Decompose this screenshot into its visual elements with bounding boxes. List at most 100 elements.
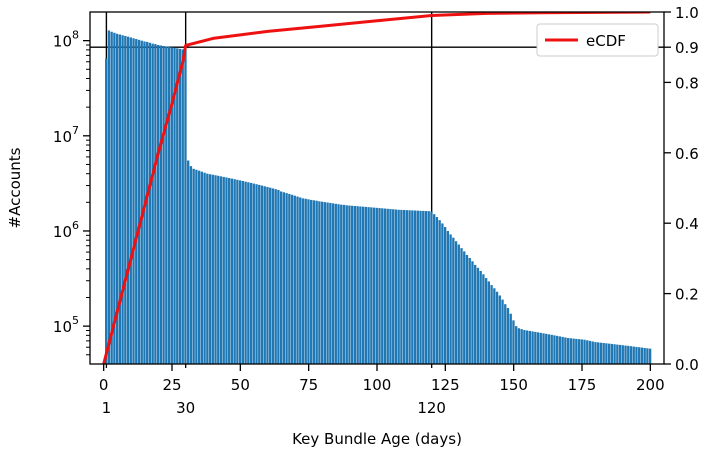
histogram-bar — [504, 304, 507, 364]
histogram-bar — [154, 44, 157, 364]
histogram-bar — [184, 49, 187, 364]
x-extra-tick-label: 120 — [417, 399, 446, 417]
histogram-bar — [364, 206, 368, 364]
histogram-bar — [517, 328, 521, 364]
histogram-bar — [219, 176, 223, 364]
histogram-bar — [277, 189, 280, 364]
histogram-bar — [301, 198, 305, 364]
x-tick-label: 0 — [99, 376, 109, 394]
histogram-bar — [356, 206, 359, 364]
histogram-bar — [597, 342, 600, 364]
histogram-bar — [105, 58, 108, 364]
histogram-bar — [422, 210, 425, 364]
histogram-bar — [618, 344, 622, 364]
histogram-bar — [274, 189, 277, 364]
histogram-bar — [345, 205, 348, 364]
histogram-bar — [249, 182, 253, 364]
histogram-bar — [490, 285, 493, 364]
histogram-bar — [299, 197, 302, 364]
histogram-bar — [353, 205, 357, 364]
histogram-bar — [318, 201, 321, 364]
histogram-bar — [515, 326, 518, 364]
histogram-bar — [550, 334, 553, 364]
histogram-bar — [408, 210, 411, 364]
histogram-bar — [580, 339, 583, 364]
histogram-bar — [624, 345, 627, 364]
histogram-bar — [386, 208, 389, 364]
histogram-bar — [375, 207, 378, 364]
histogram-bar — [648, 348, 652, 364]
histogram-bar — [520, 329, 523, 364]
histogram-bar — [468, 258, 471, 364]
histogram-bar — [165, 46, 168, 364]
histogram-bar — [402, 210, 406, 364]
histogram-bar — [156, 45, 160, 364]
histogram-bar — [430, 211, 433, 364]
histogram-bar — [487, 281, 491, 364]
histogram-bar — [337, 204, 340, 364]
histogram-bar — [118, 34, 122, 364]
histogram-bar — [217, 175, 220, 364]
histogram-bar — [583, 339, 586, 364]
histogram-bar — [115, 33, 119, 364]
x-extra-tick-label: 1 — [102, 399, 112, 417]
histogram-bar — [230, 178, 234, 364]
histogram-bar — [528, 330, 532, 364]
histogram-bar — [427, 211, 430, 364]
histogram-bar — [457, 244, 460, 364]
histogram-bar — [523, 330, 526, 364]
histogram-bar — [632, 346, 635, 364]
histogram-bar — [498, 295, 501, 364]
histogram-bar — [588, 340, 592, 364]
histogram-bar — [372, 207, 376, 364]
histogram-bar — [561, 336, 564, 364]
histogram-bar — [569, 338, 573, 364]
histogram-bar — [411, 210, 414, 364]
histogram-bar — [564, 337, 567, 364]
histogram-bar — [307, 199, 310, 364]
histogram-bar — [361, 206, 365, 364]
histogram-bar — [334, 203, 337, 364]
x-axis-label: Key Bundle Age (days) — [292, 430, 462, 448]
histogram-bar — [575, 338, 578, 364]
histogram-bar — [323, 202, 327, 364]
histogram-bar — [586, 340, 589, 364]
histogram-bar — [525, 330, 529, 364]
histogram-bar — [132, 38, 135, 364]
histogram-bar — [594, 342, 597, 364]
y-tick-label: 105 — [53, 314, 79, 336]
histogram-bar — [646, 348, 649, 364]
histogram-bar — [282, 192, 286, 364]
histogram-bar — [616, 344, 619, 364]
histogram-bar — [643, 347, 646, 364]
histogram-bar — [214, 175, 217, 364]
histogram-bar — [329, 202, 332, 364]
histogram-bar — [389, 209, 392, 364]
y2-tick-label: 0.0 — [675, 356, 699, 374]
histogram-bar — [556, 335, 559, 364]
histogram-bar — [288, 193, 291, 364]
histogram-bar — [244, 181, 247, 364]
x-tick-label: 25 — [162, 376, 181, 394]
histogram-bar — [479, 270, 482, 364]
histogram-bar — [577, 339, 581, 364]
histogram-bar — [424, 211, 428, 364]
x-tick-label: 125 — [431, 376, 460, 394]
histogram-bar — [135, 39, 138, 364]
histogram-bar — [435, 217, 439, 364]
histogram-bar — [381, 208, 384, 364]
histogram-bar — [121, 35, 124, 364]
histogram-bar — [126, 36, 130, 364]
histogram-bar — [167, 46, 171, 364]
histogram-bar — [465, 254, 469, 364]
x-extra-tick-label: 30 — [176, 399, 195, 417]
histogram-bar — [441, 223, 444, 364]
histogram-bar — [613, 344, 616, 364]
histogram-bar — [340, 204, 343, 364]
histogram-bar — [252, 183, 255, 364]
histogram-bar — [392, 209, 395, 364]
histogram-bar — [640, 347, 644, 364]
histogram-bar — [400, 209, 403, 364]
histogram-bar — [241, 181, 245, 364]
histogram-bar — [370, 207, 373, 364]
